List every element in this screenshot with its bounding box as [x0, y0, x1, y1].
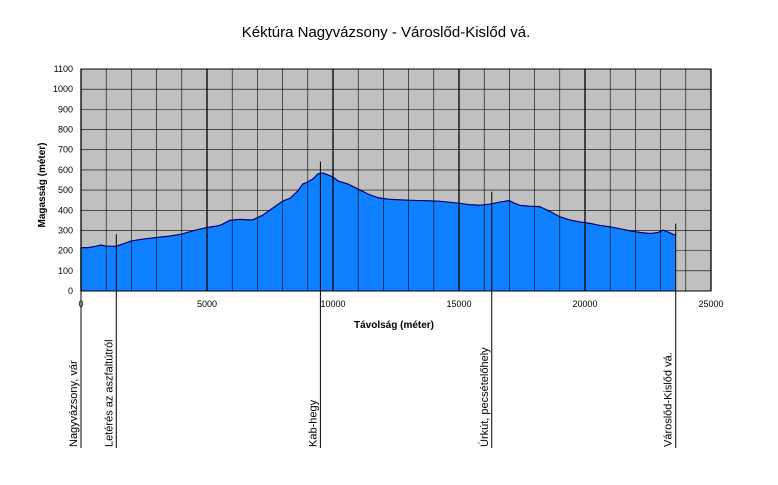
y-tick-label: 700	[58, 145, 73, 155]
y-tick-label: 400	[58, 205, 73, 215]
y-tick-label: 0	[68, 286, 73, 296]
y-tick-label: 900	[58, 104, 73, 114]
y-tick-label: 300	[58, 225, 73, 235]
y-tick-label: 500	[58, 185, 73, 195]
y-axis-title: Magasság (méter)	[37, 142, 48, 227]
landmark-label: Városlőd-Kislőd vá.	[663, 352, 675, 447]
x-tick-label: 20000	[572, 299, 597, 309]
y-tick-labels: 0 100 200 300 400 500 600 700 800 900 1000 1100	[53, 64, 73, 296]
landmark-label: Kab-hegy	[307, 399, 319, 447]
x-tick-label: 5000	[197, 299, 217, 309]
chart-title: Kéktúra Nagyvázsony - Városlőd-Kislőd vá…	[242, 24, 530, 41]
x-tick-label: 15000	[446, 299, 471, 309]
y-tick-label: 1100	[54, 64, 73, 74]
elevation-area	[81, 172, 676, 291]
landmark-label: Nagyvázsony, vár	[68, 360, 80, 447]
x-tick-label: 25000	[698, 299, 723, 309]
y-tick-label: 100	[58, 266, 73, 276]
x-tick-label: 10000	[320, 299, 345, 309]
plot-border	[80, 68, 712, 292]
elevation-line	[81, 172, 676, 249]
y-tick-label: 200	[58, 246, 73, 256]
landmark-label: Letérés az aszfaltútról	[103, 339, 115, 447]
x-axis-title: Távolság (méter)	[354, 320, 434, 331]
landmark-markers: Nagyvázsony, vár Letérés az aszfaltútról K…	[68, 161, 677, 448]
landmark-label: Úrkút, pecsételőhely	[478, 347, 491, 447]
y-tick-label: 600	[58, 165, 73, 175]
y-tick-label: 1000	[53, 84, 73, 94]
y-tick-label: 800	[58, 125, 73, 135]
